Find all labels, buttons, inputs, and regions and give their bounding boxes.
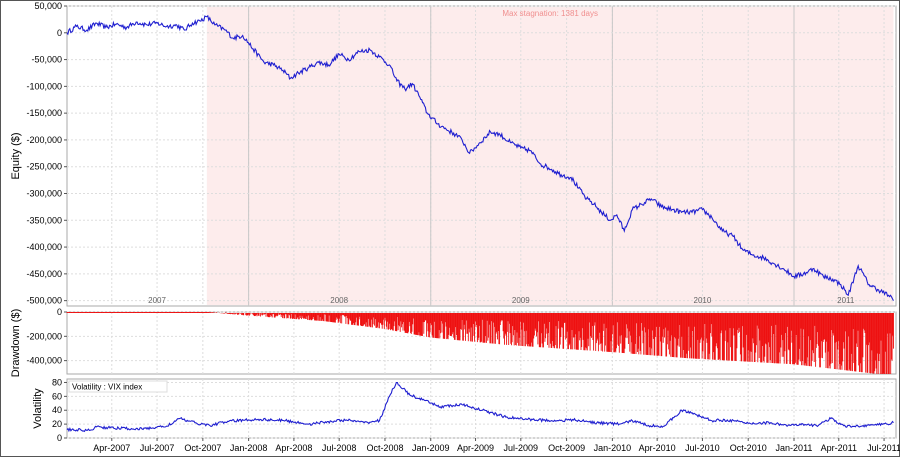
volatility-line	[66, 381, 894, 433]
equity-y-tick-label: -400,000	[26, 242, 62, 252]
equity-axis-title: Equity ($)	[10, 132, 22, 179]
volatility-y-tick-label: 20	[52, 419, 62, 429]
stagnation-shading	[206, 7, 894, 305]
volatility-plot-area	[66, 378, 897, 439]
drawdown-y-tick-label: -400,000	[26, 356, 62, 366]
x-tick-label: Apr-2008	[275, 443, 312, 453]
volatility-legend-box	[68, 380, 168, 393]
equity-y-tick-label: -200,000	[26, 135, 62, 145]
stagnation-label: Max stagnation: 1381 days	[502, 9, 598, 18]
drawdown-axis-title: Drawdown ($)	[10, 309, 22, 377]
volatility-y-tick-label: 40	[52, 405, 62, 415]
x-tick-label: Apr-2009	[457, 443, 494, 453]
drawdown-bars	[66, 312, 894, 374]
year-label: 2010	[694, 296, 712, 305]
equity-y-tick-label: -450,000	[26, 269, 62, 279]
volatility-y-tick-label: 80	[52, 377, 62, 387]
year-label: 2007	[148, 296, 166, 305]
equity-line	[66, 14, 894, 301]
equity-y-tick-label: -300,000	[26, 189, 62, 199]
year-label: 2008	[330, 296, 348, 305]
x-tick-label: Jul-2008	[322, 443, 357, 453]
x-tick-label: Oct-2010	[730, 443, 767, 453]
year-label: 2011	[837, 296, 855, 305]
equity-y-tick-label: -350,000	[26, 215, 62, 225]
volatility-axis-title: Volatility	[32, 388, 44, 429]
x-tick-label: Apr-2010	[639, 443, 676, 453]
x-tick-label: Jan-2010	[594, 443, 632, 453]
x-tick-label: Jul-2010	[685, 443, 720, 453]
x-tick-label: Oct-2009	[548, 443, 585, 453]
equity-y-tick-label: -500,000	[26, 296, 62, 306]
equity-y-tick-label: 0	[57, 28, 62, 38]
equity-y-tick-label: -50,000	[31, 55, 62, 65]
drawdown-y-tick-label: 0	[57, 307, 62, 317]
equity-y-tick-label: -150,000	[26, 108, 62, 118]
x-tick-label: Jan-2011	[776, 443, 813, 453]
equity-y-tick-label: -100,000	[26, 81, 62, 91]
volatility-y-tick-label: 0	[57, 433, 62, 443]
x-tick-label: Oct-2007	[184, 443, 221, 453]
volatility-y-tick-label: 60	[52, 391, 62, 401]
x-tick-label: Jul-2007	[140, 443, 175, 453]
volatility-legend-label: Volatility : VIX index	[72, 383, 142, 392]
x-tick-label: Jan-2008	[230, 443, 268, 453]
x-tick-label: Apr-2007	[93, 443, 130, 453]
equity-y-tick-label: 50,000	[34, 1, 62, 11]
drawdown-y-tick-label: -200,000	[26, 331, 62, 341]
x-tick-label: Apr-2011	[821, 443, 857, 453]
year-label: 2009	[512, 296, 530, 305]
x-tick-label: Oct-2008	[366, 443, 403, 453]
x-tick-label: Jul-2011	[867, 443, 900, 453]
equity-y-tick-label: -250,000	[26, 162, 62, 172]
x-tick-label: Jan-2009	[412, 443, 450, 453]
x-tick-label: Jul-2009	[504, 443, 539, 453]
